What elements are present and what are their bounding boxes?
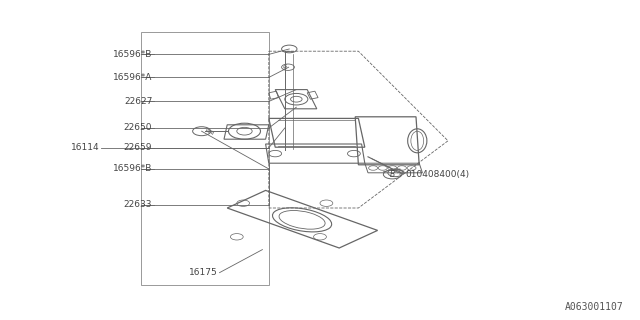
Text: 22627: 22627 xyxy=(124,97,152,106)
Text: 22650: 22650 xyxy=(124,124,152,132)
Text: 16596*A: 16596*A xyxy=(113,73,152,82)
Text: 22633: 22633 xyxy=(124,200,152,209)
Text: 16596*B: 16596*B xyxy=(113,50,152,59)
Text: 22659: 22659 xyxy=(124,143,152,152)
Text: A063001107: A063001107 xyxy=(565,302,624,312)
Bar xyxy=(141,32,269,285)
Text: 16175: 16175 xyxy=(189,268,218,277)
Text: 010408400(4): 010408400(4) xyxy=(405,170,469,179)
Text: 16114: 16114 xyxy=(70,143,99,152)
Text: 16596*B: 16596*B xyxy=(113,164,152,173)
Text: B: B xyxy=(390,170,395,179)
